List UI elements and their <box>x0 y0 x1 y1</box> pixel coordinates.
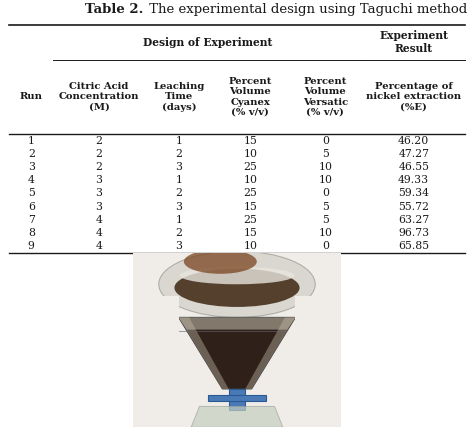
Text: 46.20: 46.20 <box>398 136 429 146</box>
Text: 55.72: 55.72 <box>398 201 429 211</box>
Text: 10: 10 <box>319 162 332 172</box>
Ellipse shape <box>184 249 257 274</box>
Text: 3: 3 <box>96 201 102 211</box>
Text: 5: 5 <box>322 149 329 159</box>
Text: 0: 0 <box>322 241 329 251</box>
Text: 6: 6 <box>28 201 35 211</box>
Text: 3: 3 <box>175 201 182 211</box>
Ellipse shape <box>174 269 300 307</box>
Polygon shape <box>246 317 295 389</box>
Text: 8: 8 <box>28 228 35 238</box>
Text: Table 2.: Table 2. <box>85 3 144 17</box>
Text: 2: 2 <box>96 162 102 172</box>
Text: Citric Acid
Concentration
(M): Citric Acid Concentration (M) <box>59 82 139 112</box>
Text: 5: 5 <box>322 215 329 225</box>
Text: 25: 25 <box>243 162 257 172</box>
Text: 15: 15 <box>243 228 257 238</box>
Ellipse shape <box>159 251 315 317</box>
Text: 1: 1 <box>175 136 182 146</box>
Text: 2: 2 <box>28 149 35 159</box>
Text: 3: 3 <box>96 188 102 198</box>
Bar <box>228 389 246 410</box>
Ellipse shape <box>180 267 294 284</box>
Text: 1: 1 <box>28 136 35 146</box>
Text: The experimental design using Taguchi method: The experimental design using Taguchi me… <box>145 3 467 17</box>
Text: 3: 3 <box>28 162 35 172</box>
Text: 25: 25 <box>243 188 257 198</box>
Text: 10: 10 <box>243 241 257 251</box>
Text: 65.85: 65.85 <box>398 241 429 251</box>
Polygon shape <box>179 317 295 330</box>
Text: 2: 2 <box>175 149 182 159</box>
Text: 10: 10 <box>319 228 332 238</box>
Text: Percentage of
nickel extraction
(%E): Percentage of nickel extraction (%E) <box>366 82 461 112</box>
Bar <box>295 296 341 427</box>
FancyArrow shape <box>179 330 287 332</box>
Text: 2: 2 <box>175 188 182 198</box>
Text: 2: 2 <box>175 228 182 238</box>
Text: Experiment
Result: Experiment Result <box>379 31 448 54</box>
Text: 5: 5 <box>28 188 35 198</box>
Text: 63.27: 63.27 <box>398 215 429 225</box>
Polygon shape <box>179 317 228 389</box>
Text: 49.33: 49.33 <box>398 175 429 185</box>
Text: 0: 0 <box>322 136 329 146</box>
Text: 3: 3 <box>175 241 182 251</box>
Text: 9: 9 <box>28 241 35 251</box>
Text: Percent
Volume
Cyanex
(% v/v): Percent Volume Cyanex (% v/v) <box>228 77 272 117</box>
Text: 5: 5 <box>322 201 329 211</box>
Text: 7: 7 <box>28 215 35 225</box>
Text: Design of Experiment: Design of Experiment <box>143 37 273 48</box>
Text: 4: 4 <box>28 175 35 185</box>
Text: 10: 10 <box>243 149 257 159</box>
Text: 47.27: 47.27 <box>398 149 429 159</box>
Text: 0: 0 <box>322 188 329 198</box>
Text: 3: 3 <box>96 175 102 185</box>
Text: Run: Run <box>20 92 43 102</box>
Polygon shape <box>179 317 295 389</box>
Text: 10: 10 <box>243 175 257 185</box>
Text: 1: 1 <box>175 175 182 185</box>
Text: 3: 3 <box>175 162 182 172</box>
Text: 15: 15 <box>243 201 257 211</box>
Text: 59.34: 59.34 <box>398 188 429 198</box>
Text: 10: 10 <box>319 175 332 185</box>
Text: 2: 2 <box>96 149 102 159</box>
Text: 4: 4 <box>96 241 102 251</box>
Text: 96.73: 96.73 <box>398 228 429 238</box>
Text: Percent
Volume
Versatic
(% v/v): Percent Volume Versatic (% v/v) <box>303 77 348 117</box>
Text: 1: 1 <box>175 215 182 225</box>
Bar <box>208 395 266 401</box>
Text: 25: 25 <box>243 215 257 225</box>
Bar <box>133 296 179 427</box>
Text: 2: 2 <box>96 136 102 146</box>
Polygon shape <box>191 406 283 427</box>
Text: 46.55: 46.55 <box>398 162 429 172</box>
Text: 4: 4 <box>96 215 102 225</box>
Text: Leaching
Time
(days): Leaching Time (days) <box>153 82 205 112</box>
Text: 15: 15 <box>243 136 257 146</box>
Text: 4: 4 <box>96 228 102 238</box>
